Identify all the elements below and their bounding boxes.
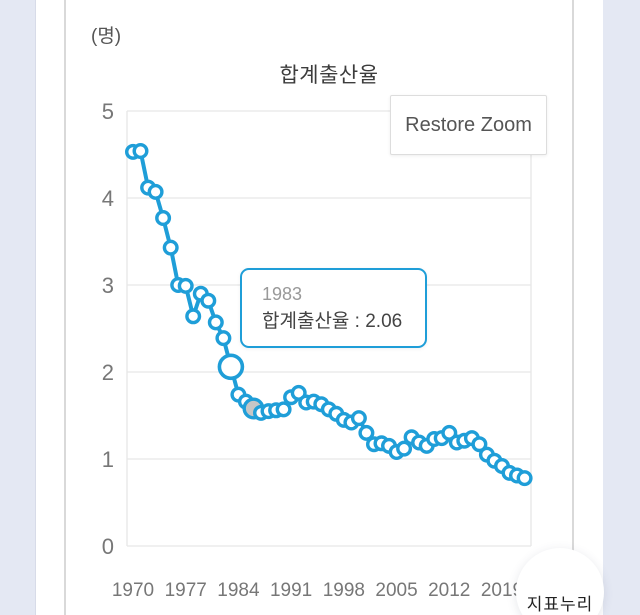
y-tick-label: 3 [102, 273, 114, 298]
right-side-strip [603, 0, 640, 615]
data-point-marker[interactable] [358, 424, 375, 441]
x-tick-label: 1984 [217, 580, 260, 601]
x-tick-label: 1991 [270, 580, 312, 601]
data-point-marker[interactable] [215, 330, 232, 347]
data-point-marker[interactable] [147, 183, 164, 200]
data-point-marker[interactable] [155, 209, 172, 226]
restore-zoom-button[interactable]: Restore Zoom [390, 95, 547, 155]
chart-tooltip: 1983 합계출산율 : 2.06 [240, 268, 427, 348]
data-point-marker[interactable] [132, 142, 149, 159]
y-tick-label: 2 [102, 360, 114, 385]
y-axis-unit-label: (명) [91, 26, 122, 47]
chart-title: 합계출산율 [279, 64, 379, 87]
data-point-marker[interactable] [471, 436, 488, 453]
x-tick-label: 1998 [323, 580, 365, 601]
left-side-strip [0, 0, 36, 615]
data-point-marker[interactable] [177, 277, 194, 294]
data-point-marker[interactable] [185, 308, 202, 325]
x-tick-label: 2012 [428, 580, 470, 601]
x-tick-label: 2019 [481, 580, 523, 601]
data-point-marker[interactable] [207, 314, 224, 331]
data-point-marker[interactable] [516, 470, 533, 487]
jipyonuri-badge[interactable]: 지표누리 [516, 548, 604, 615]
y-tick-label: 1 [102, 447, 114, 472]
data-point-marker[interactable] [275, 401, 292, 418]
data-point-marker[interactable] [396, 440, 413, 457]
data-point-marker[interactable] [217, 353, 245, 381]
content-left-border [64, 0, 66, 615]
data-point-marker[interactable] [200, 292, 217, 309]
y-tick-label: 4 [102, 186, 114, 211]
data-point-marker[interactable] [162, 239, 179, 256]
x-tick-label: 2005 [375, 580, 417, 601]
jipyonuri-badge-label: 지표누리 [526, 595, 594, 614]
y-tick-label: 5 [102, 99, 114, 124]
tooltip-value: 합계출산율 : 2.06 [262, 311, 403, 332]
x-tick-label: 1977 [165, 580, 207, 601]
x-tick-label: 1970 [112, 580, 154, 601]
y-tick-label: 0 [102, 534, 114, 559]
data-point-marker[interactable] [350, 410, 367, 427]
content-right-border [572, 0, 574, 615]
tooltip-year: 1983 [262, 284, 303, 304]
